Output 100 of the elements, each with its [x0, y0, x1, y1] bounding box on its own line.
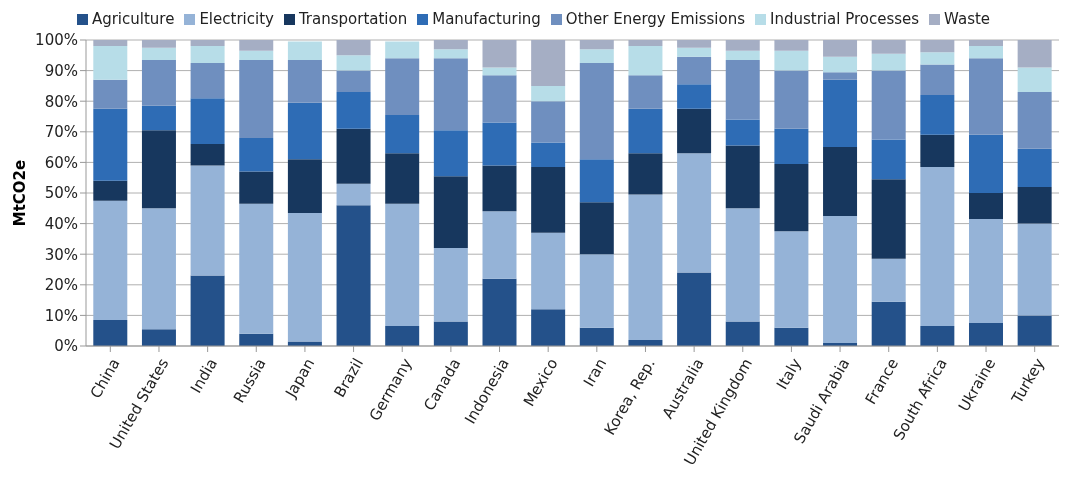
bar — [482, 122, 517, 166]
bar — [871, 179, 906, 259]
bar — [725, 59, 760, 120]
bar — [336, 40, 371, 56]
bar — [1017, 92, 1052, 149]
bar — [1017, 40, 1052, 68]
y-tick-label: 90% — [44, 61, 78, 80]
bar — [141, 47, 176, 60]
bar — [969, 134, 1003, 193]
y-tick-label: 40% — [44, 214, 78, 233]
bar — [433, 176, 468, 249]
bar — [482, 75, 517, 123]
bar — [628, 108, 663, 154]
bar — [190, 62, 225, 99]
bar — [969, 58, 1003, 135]
bar — [482, 278, 517, 346]
bar — [628, 46, 663, 76]
bar — [774, 163, 809, 232]
bar — [1017, 186, 1052, 224]
bar — [336, 205, 371, 346]
bar — [239, 333, 274, 346]
legend-label: Agriculture — [91, 10, 175, 28]
y-tick-label: 80% — [44, 92, 78, 111]
bar — [969, 46, 1003, 59]
bar — [871, 139, 906, 180]
bar — [677, 47, 712, 57]
bar — [920, 40, 955, 53]
y-tick-label: 100% — [35, 31, 78, 50]
bar — [190, 275, 225, 346]
bar — [531, 85, 566, 102]
bar — [190, 98, 225, 145]
bar — [239, 40, 274, 51]
bar — [385, 326, 420, 346]
bar — [239, 203, 274, 334]
y-axis-title: MtCO2e — [11, 159, 30, 227]
bar — [677, 84, 712, 109]
bar — [93, 180, 128, 201]
bar — [579, 49, 614, 63]
bar — [141, 59, 176, 106]
legend-label: Transportation — [298, 10, 408, 28]
bar — [531, 166, 566, 233]
legend-label: Manufacturing — [432, 10, 541, 28]
bar — [385, 58, 420, 115]
bar — [774, 50, 809, 71]
bar — [1017, 223, 1052, 316]
bar — [969, 219, 1003, 324]
bar — [93, 108, 128, 181]
bar — [336, 92, 371, 129]
bar — [969, 40, 1003, 47]
bar — [774, 231, 809, 328]
bar — [677, 272, 712, 346]
bar — [336, 183, 371, 206]
bar — [1017, 67, 1052, 93]
y-tick-label: 0% — [54, 337, 78, 356]
bar — [823, 79, 858, 148]
bar — [190, 46, 225, 63]
bar — [336, 55, 371, 71]
legend-label: Other Energy Emissions — [565, 10, 746, 28]
bar — [531, 40, 566, 86]
bar — [677, 40, 712, 48]
bar — [93, 319, 128, 346]
bar — [823, 72, 858, 80]
bar — [190, 165, 225, 276]
bar — [433, 58, 468, 131]
bar — [725, 208, 760, 322]
bar — [628, 40, 663, 47]
bar — [871, 301, 906, 346]
bar — [482, 165, 517, 212]
bar — [871, 40, 906, 54]
bar — [141, 208, 176, 330]
bar — [433, 248, 468, 322]
y-tick-label: 60% — [44, 153, 78, 172]
bar — [287, 159, 322, 213]
bar — [774, 128, 809, 164]
legend-label: Electricity — [199, 10, 274, 28]
legend-label: Waste — [944, 10, 991, 28]
bar — [287, 41, 322, 60]
bar — [579, 202, 614, 255]
bar — [677, 153, 712, 273]
bar — [677, 108, 712, 154]
bar — [579, 40, 614, 50]
bar — [871, 53, 906, 71]
bar — [920, 64, 955, 96]
y-tick-label: 10% — [44, 306, 78, 325]
bar — [385, 114, 420, 154]
bar — [628, 75, 663, 109]
bar — [920, 134, 955, 167]
bar — [433, 49, 468, 59]
bar — [482, 67, 517, 76]
bar — [385, 203, 420, 327]
bar — [725, 50, 760, 60]
bar — [628, 153, 663, 195]
bar — [433, 40, 468, 50]
bar — [482, 40, 517, 68]
bar — [93, 79, 128, 109]
bar — [433, 130, 468, 177]
bar — [239, 59, 274, 138]
bar — [287, 212, 322, 342]
legend-label: Industrial Processes — [770, 10, 920, 28]
y-tick-label: 20% — [44, 276, 78, 295]
